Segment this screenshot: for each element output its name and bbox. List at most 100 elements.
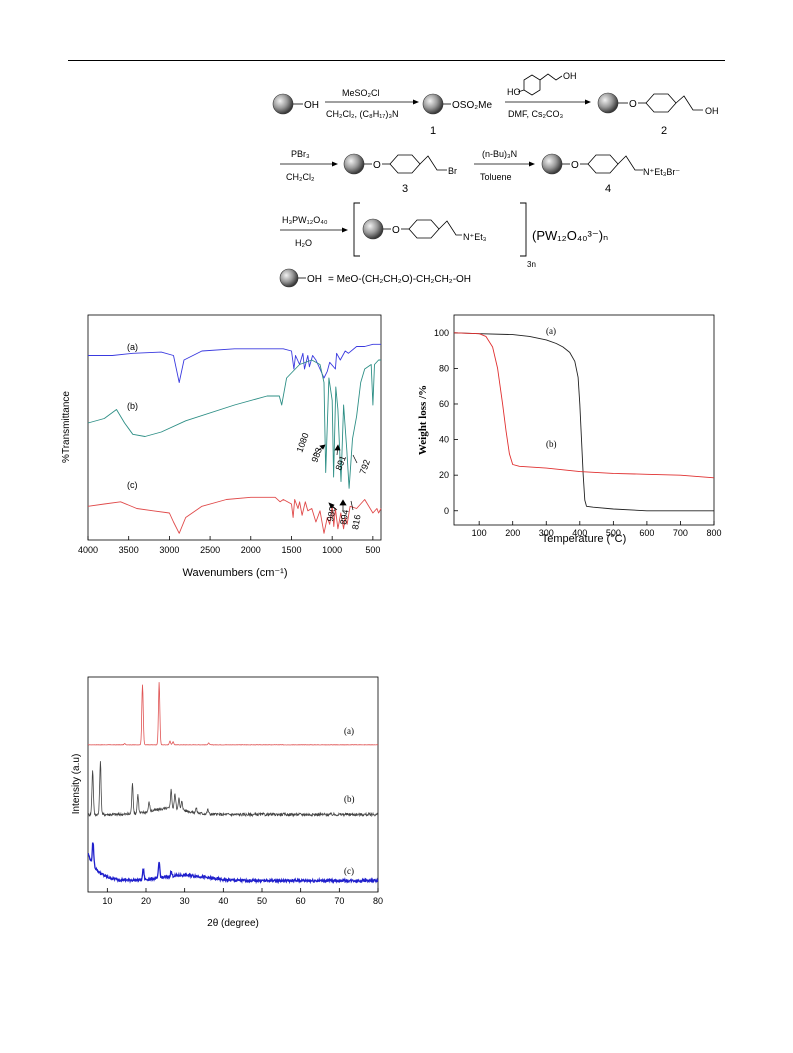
ether-oxygen: O xyxy=(392,225,400,236)
benzene-ring-icon xyxy=(645,93,677,113)
step3-reagent-bottom: CH₂Cl₂ xyxy=(286,172,315,182)
tga-axis-ticks: 100 200 300 400 500 600 700 800 0 20 40 60 80 100 xyxy=(434,328,722,538)
benzene-ring-icon xyxy=(587,154,619,174)
ir-series-label-b: (b) xyxy=(127,401,138,411)
bromide-group: Br xyxy=(448,166,457,176)
step1-reagent-bottom: CH₂Cl₂, (C₈H₁₇)₃N xyxy=(326,109,399,119)
ir-peak-arrows xyxy=(312,444,358,511)
tga-series xyxy=(453,332,715,512)
ammonium-group: N⁺Et₃ xyxy=(463,232,487,242)
tga-x-tick-label: 500 xyxy=(606,528,621,538)
ir-x-tick-label: 1500 xyxy=(281,545,301,555)
xrd-x-tick-label: 40 xyxy=(218,896,228,906)
step5-reagent-top: H₃PW₁₂O₄₀ xyxy=(282,215,328,225)
reaction-scheme: OH MeSO₂Cl CH₂Cl₂, (C₈H₁₇)₃N OSO₂Me 1 HO… xyxy=(272,71,719,288)
ir-x-tick-label: 500 xyxy=(365,545,380,555)
ir-series-label-a: (a) xyxy=(127,342,138,352)
xrd-series-label-a: (a) xyxy=(344,726,354,736)
ammonium-bromide-group: N⁺Et₃Br⁻ xyxy=(643,167,680,177)
polymer-bead-icon xyxy=(541,153,563,175)
polymer-bead-icon xyxy=(422,93,444,115)
ir-peak-label: 983 xyxy=(309,446,324,464)
benzene-ring-icon xyxy=(389,154,421,174)
ir-peak-label: 891 xyxy=(333,454,348,472)
ir-series-line-a xyxy=(88,343,381,383)
tga-x-tick-label: 200 xyxy=(505,528,520,538)
ir-x-ticks: 4000 3500 3000 2500 2000 1500 1000 500 xyxy=(78,536,380,555)
tga-y-tick-label: 40 xyxy=(439,435,449,445)
ir-series-line-c xyxy=(87,496,382,534)
counter-ion: (PW₁₂O₄₀³⁻)ₙ xyxy=(532,228,608,243)
ir-series-label-c: (c) xyxy=(127,480,138,490)
step2-reagent-bottom: DMF, Cs₂CO₃ xyxy=(508,109,563,119)
tga-y-tick-label: 0 xyxy=(444,506,449,516)
step4-reagent-top: (n-Bu)₃N xyxy=(482,149,517,159)
compound-label-3: 3 xyxy=(402,183,408,195)
mesylate-group: OSO₂Me xyxy=(452,100,492,111)
xrd-y-axis-label: Intensity (a.u) xyxy=(71,754,82,815)
step2-reagent-ho: HO xyxy=(507,87,521,97)
tga-x-tick-label: 100 xyxy=(472,528,487,538)
tga-y-tick-label: 20 xyxy=(439,470,449,480)
polymer-bead-icon xyxy=(597,92,619,114)
hydroxyl-group: OH xyxy=(304,100,319,111)
polymer-bead-icon xyxy=(272,93,294,115)
compound-label-2: 2 xyxy=(661,125,667,137)
ir-x-tick-label: 2000 xyxy=(241,545,261,555)
step5-reagent-bottom: H₂O xyxy=(295,238,312,248)
xrd-x-tick-label: 20 xyxy=(141,896,151,906)
ir-plot-frame xyxy=(87,314,382,541)
step4-reagent-bottom: Toluene xyxy=(480,172,512,182)
tga-series-line-b xyxy=(453,332,715,479)
polymer-bead-icon xyxy=(343,153,365,175)
xrd-series-label-b: (b) xyxy=(344,794,355,804)
tga-chart: 100 200 300 400 500 600 700 800 0 20 40 60 80 100 Wei… xyxy=(417,314,722,545)
step3-reagent-top: PBr₃ xyxy=(291,149,310,159)
tga-y-tick-label: 80 xyxy=(439,363,449,373)
bead-legend-definition: = MeO-(CH₂CH₂O)-CH₂CH₂-OH xyxy=(328,274,471,285)
xrd-x-tick-label: 30 xyxy=(180,896,190,906)
xrd-series-label-c: (c) xyxy=(344,866,354,876)
ir-x-tick-label: 3000 xyxy=(159,545,179,555)
ether-oxygen: O xyxy=(373,160,381,171)
xrd-chart: 10 20 30 40 50 60 70 80 Intensity (a.u) 2θ (deg… xyxy=(71,676,383,929)
tga-x-axis-label: Temperature (°C) xyxy=(542,533,626,545)
tga-y-axis-label: Weight loss /% xyxy=(417,385,429,455)
tga-series-label-a: (a) xyxy=(546,326,556,336)
ir-peak-label: 980 xyxy=(325,506,337,523)
header-rule xyxy=(68,60,725,61)
tga-x-tick-label: 600 xyxy=(639,528,654,538)
ir-spectrum-chart: 4000 3500 3000 2500 2000 1500 1000 500 %Transmi… xyxy=(61,314,382,579)
tga-series-line-a xyxy=(453,332,714,512)
ir-peak-label: 792 xyxy=(357,458,372,476)
tga-x-tick-label: 700 xyxy=(673,528,688,538)
ir-x-tick-label: 3500 xyxy=(119,545,139,555)
tga-y-tick-label: 100 xyxy=(434,328,449,338)
right-bracket xyxy=(520,202,527,257)
step2-reagent-oh: OH xyxy=(563,71,577,81)
compound-label-4: 4 xyxy=(605,183,611,195)
hydroxyl-group: OH xyxy=(705,106,719,116)
ir-series-line-b xyxy=(87,359,381,489)
xrd-x-tick-label: 60 xyxy=(296,896,306,906)
tga-series-label-b: (b) xyxy=(546,439,557,449)
compound-label-1: 1 xyxy=(430,125,436,137)
xrd-series-line-c xyxy=(87,842,379,885)
step1-reagent-top: MeSO₂Cl xyxy=(342,88,380,98)
ir-x-axis-label: Wavenumbers (cm⁻¹) xyxy=(182,567,287,579)
xrd-x-ticks: 10 20 30 40 50 60 70 80 xyxy=(102,888,383,906)
xrd-x-tick-label: 80 xyxy=(373,896,383,906)
ir-peak-label: 894 xyxy=(338,509,350,526)
xrd-series xyxy=(87,682,379,885)
tga-x-tick-label: 800 xyxy=(706,528,721,538)
polymer-bead-icon xyxy=(362,218,384,240)
polymer-bead-icon xyxy=(279,268,299,288)
xrd-plot-frame xyxy=(87,676,379,893)
tga-x-tick-label: 400 xyxy=(572,528,587,538)
ir-x-tick-label: 2500 xyxy=(200,545,220,555)
xrd-series-line-b xyxy=(87,761,379,818)
left-bracket xyxy=(353,202,360,257)
ir-series xyxy=(87,343,382,534)
xrd-x-tick-label: 50 xyxy=(257,896,267,906)
polymer-subscript: 3n xyxy=(527,260,536,269)
